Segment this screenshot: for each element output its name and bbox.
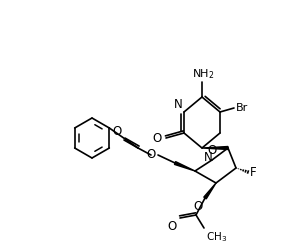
Polygon shape <box>202 146 228 149</box>
Text: N: N <box>174 98 182 110</box>
Text: O: O <box>194 200 203 213</box>
Text: O: O <box>113 125 122 138</box>
Text: N: N <box>204 151 213 164</box>
Text: O: O <box>147 147 156 161</box>
Polygon shape <box>174 162 195 171</box>
Text: O: O <box>153 132 162 144</box>
Text: Br: Br <box>236 103 248 113</box>
Text: O: O <box>207 144 217 157</box>
Text: CH$_3$: CH$_3$ <box>206 230 227 244</box>
Text: F: F <box>250 166 257 178</box>
Text: O: O <box>168 220 177 233</box>
Polygon shape <box>204 183 216 199</box>
Text: NH$_2$: NH$_2$ <box>192 67 214 81</box>
